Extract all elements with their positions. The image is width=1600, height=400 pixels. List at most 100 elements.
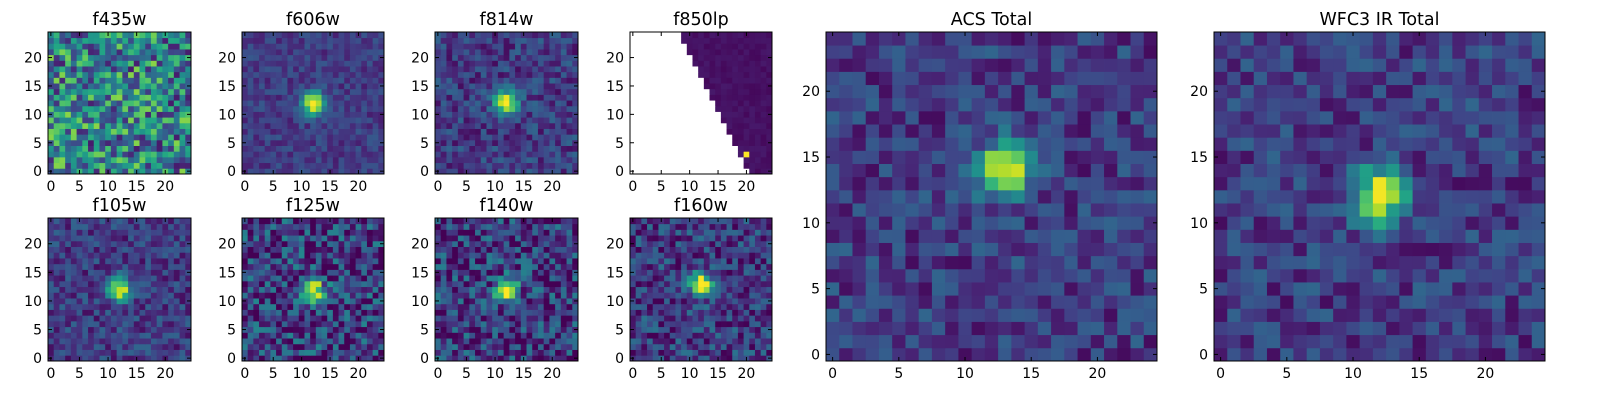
heatmap-cell	[59, 240, 66, 247]
heatmap-cell	[560, 343, 567, 350]
heatmap-cell	[287, 240, 294, 247]
heatmap-cell	[446, 60, 453, 67]
heatmap-cell	[486, 71, 493, 78]
heatmap-cell	[686, 156, 693, 164]
heatmap-cell	[355, 66, 362, 73]
heatmap-cell	[555, 343, 562, 350]
heatmap-cell	[298, 298, 305, 305]
heatmap-cell	[48, 117, 55, 124]
heatmap-cell	[105, 66, 112, 73]
heatmap-cell	[70, 88, 77, 95]
heatmap-cell	[264, 320, 271, 328]
heatmap-cell	[349, 275, 356, 282]
heatmap-cell	[48, 223, 55, 230]
heatmap-cell	[116, 309, 123, 316]
heatmap-cell	[242, 49, 249, 56]
heatmap-cell	[509, 315, 516, 322]
heatmap-cell	[366, 37, 374, 44]
heatmap-cell	[53, 332, 60, 339]
heatmap-cell	[566, 235, 573, 242]
heatmap-cell	[486, 162, 493, 169]
heatmap-cell	[293, 275, 300, 282]
heatmap-cell	[122, 218, 129, 225]
heatmap-cell	[281, 286, 288, 293]
heatmap-cell	[259, 71, 266, 78]
heatmap-cell	[139, 49, 146, 56]
heatmap-cell	[446, 54, 453, 61]
heatmap-cell	[270, 151, 277, 158]
heatmap-cell	[658, 343, 665, 350]
heatmap-cell	[145, 349, 152, 356]
heatmap-cell	[463, 105, 470, 112]
heatmap-cell	[287, 117, 294, 124]
heatmap-cell	[555, 218, 562, 225]
heatmap-cell	[726, 37, 733, 44]
heatmap-cell	[366, 43, 374, 50]
heatmap-cell	[549, 134, 556, 141]
heatmap-cell	[76, 246, 83, 253]
heatmap-cell	[492, 309, 499, 316]
heatmap-cell	[145, 218, 152, 225]
heatmap-cell	[686, 105, 693, 112]
heatmap-cell	[156, 168, 163, 175]
heatmap-cell	[520, 223, 527, 230]
heatmap-cell	[168, 218, 175, 225]
heatmap-cell	[537, 162, 545, 169]
heatmap-cell	[457, 168, 464, 175]
heatmap-cell	[281, 269, 288, 276]
heatmap-cell	[133, 66, 140, 73]
heatmap-cell	[321, 162, 328, 169]
heatmap-cell	[749, 145, 756, 152]
heatmap-cell	[88, 258, 95, 265]
heatmap-cell	[293, 117, 300, 124]
heatmap-cell	[242, 117, 249, 124]
heatmap-cell	[647, 139, 654, 146]
heatmap-cell	[698, 134, 705, 141]
heatmap-cell	[526, 235, 533, 242]
heatmap-cell	[543, 111, 550, 118]
heatmap-cell	[366, 156, 374, 164]
heatmap-cell	[70, 223, 77, 230]
heatmap-cell	[469, 122, 476, 129]
heatmap-cell	[669, 37, 676, 44]
heatmap-cell	[133, 122, 140, 129]
heatmap-cell	[304, 37, 311, 44]
heatmap-cell	[327, 71, 334, 78]
heatmap-cell	[185, 105, 192, 112]
heatmap-cell	[520, 71, 527, 78]
heatmap-cell	[310, 332, 317, 339]
heatmap-cell	[88, 263, 95, 270]
heatmap-cell	[469, 83, 476, 90]
heatmap-cell	[310, 309, 317, 316]
heatmap-cell	[457, 37, 464, 44]
heatmap-cell	[145, 235, 152, 242]
y-tick-label: 10	[606, 107, 624, 123]
heatmap-cell	[105, 162, 112, 169]
heatmap-cell	[497, 145, 505, 152]
heatmap-cell	[737, 355, 744, 362]
heatmap-cell	[99, 83, 106, 90]
heatmap-cell	[173, 240, 180, 247]
heatmap-cell	[276, 162, 283, 169]
heatmap-cell	[658, 122, 665, 129]
heatmap-cell	[128, 117, 135, 124]
heatmap-cell	[440, 156, 447, 164]
heatmap-cell	[264, 168, 271, 175]
heatmap-cell	[635, 355, 642, 362]
heatmap-cell	[766, 320, 773, 328]
heatmap-cell	[435, 286, 442, 293]
heatmap-cell	[327, 326, 334, 333]
heatmap-cell	[276, 338, 283, 345]
heatmap-cell	[270, 315, 277, 322]
heatmap-cell	[173, 54, 180, 61]
heatmap-cell	[253, 258, 260, 265]
heatmap-cell	[156, 134, 163, 141]
heatmap-cell	[703, 151, 710, 158]
heatmap-cell	[760, 275, 767, 282]
heatmap-cell	[145, 122, 152, 129]
heatmap-cell	[168, 235, 175, 242]
heatmap-cell	[162, 117, 169, 124]
heatmap-cell	[503, 343, 510, 350]
heatmap-cell	[315, 349, 322, 356]
heatmap-cell	[48, 229, 55, 236]
